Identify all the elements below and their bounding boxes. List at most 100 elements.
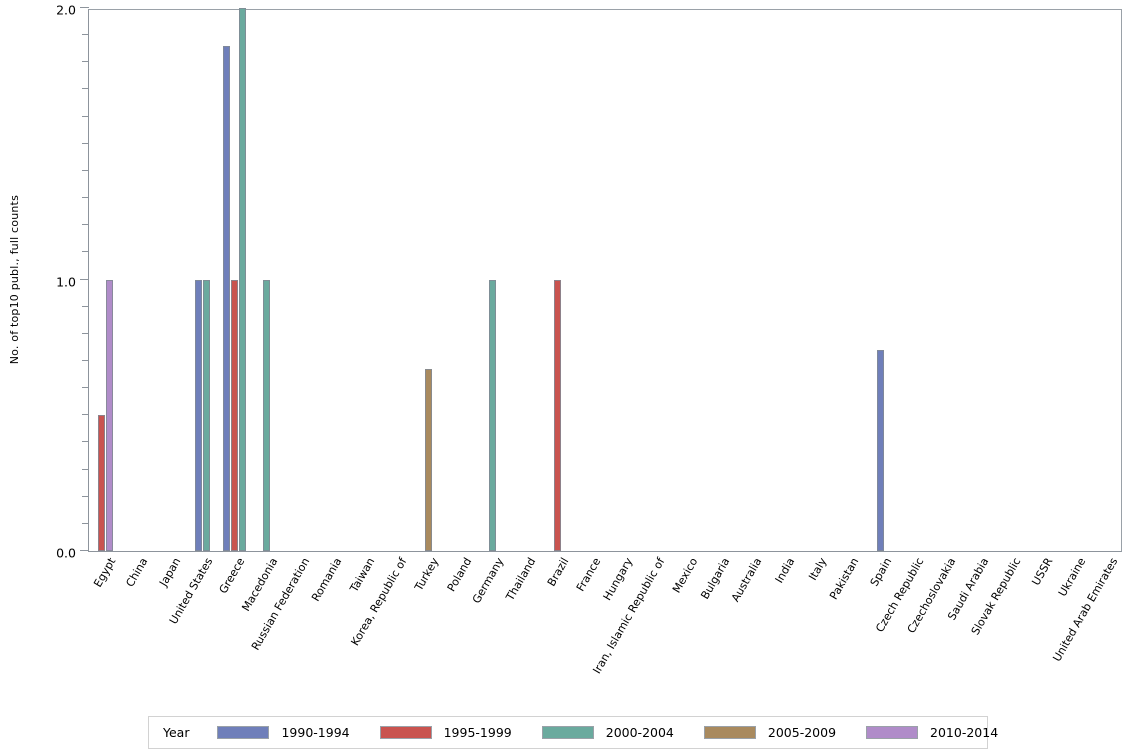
y-axis-tick-label: 1.0 (56, 274, 76, 289)
x-axis-tick-label: Thailand (503, 555, 539, 603)
y-axis-minor-tick (82, 224, 89, 226)
y-axis-minor-tick (82, 88, 89, 90)
bar[interactable] (222, 46, 230, 551)
x-axis-tick-label: Taiwan (347, 555, 378, 595)
y-axis-title-text: No. of top10 publ., full counts (7, 195, 21, 365)
x-axis-tick-label: Australia (729, 555, 765, 605)
legend: Year 1990-1994 1995-1999 2000-2004 2005-200… (148, 716, 998, 749)
bar-group (541, 10, 573, 551)
bar-group (509, 10, 541, 551)
legend-color-swatch (703, 726, 756, 739)
x-axis-tick-label: Pakistan (827, 555, 862, 602)
bar-group (703, 10, 735, 551)
legend-color-swatch (217, 726, 270, 739)
y-axis-minor-tick (82, 197, 89, 199)
x-axis-tick-label: France (573, 555, 604, 594)
bar-group (638, 10, 670, 551)
y-axis-minor-tick (82, 468, 89, 470)
y-axis-minor-tick (82, 441, 89, 443)
y-axis-minor-tick (82, 359, 89, 361)
x-axis-tick-label: China (123, 555, 151, 590)
x-axis-tick-label: India (772, 555, 798, 586)
x-axis-tick-label: Greece (216, 555, 248, 596)
bar-group (1058, 10, 1090, 551)
y-axis-tick-label: 0.0 (56, 545, 76, 561)
legend-color-swatch (866, 726, 919, 739)
bar-group (283, 10, 315, 551)
y-axis-title: No. of top10 publ., full counts (0, 0, 28, 560)
y-axis-minor-tick (82, 414, 89, 416)
legend-items: 1990-1994 1995-1999 2000-2004 2005-2009 2010… (217, 725, 1028, 740)
bar[interactable] (202, 279, 210, 551)
bar-group (671, 10, 703, 551)
legend-item[interactable]: 1995-1999 (379, 725, 512, 740)
y-axis-minor-tick (82, 169, 89, 171)
legend-item[interactable]: 2000-2004 (541, 725, 674, 740)
bar[interactable] (489, 279, 497, 551)
bar-group (444, 10, 476, 551)
bar[interactable] (554, 279, 562, 551)
legend-color-swatch (541, 726, 594, 739)
bar[interactable] (238, 8, 246, 551)
bar[interactable] (263, 279, 271, 551)
bar-group (218, 8, 250, 551)
bar-group (961, 10, 993, 551)
x-axis-tick-label: Brazil (544, 555, 571, 589)
y-axis-minor-tick (82, 387, 89, 389)
legend-label: 2000-2004 (605, 725, 674, 740)
legend-title: Year (163, 725, 190, 740)
x-axis-tick-label: Iran, Islamic Republic of (590, 555, 668, 677)
bar-group (897, 10, 929, 551)
x-axis-tick-label: Bulgaria (698, 555, 733, 602)
bar-group (380, 10, 412, 551)
x-axis-tick-label: Germany (469, 555, 507, 606)
bar-group (477, 10, 509, 551)
bar[interactable] (194, 279, 202, 551)
bar-group (1026, 10, 1058, 551)
y-axis-minor-tick (82, 61, 89, 63)
legend-label: 1995-1999 (443, 725, 512, 740)
x-axis-tick-label: USSR (1029, 555, 1056, 588)
x-axis-tick-label: Spain (867, 555, 895, 589)
bar-group (800, 10, 832, 551)
y-axis-minor-tick (82, 495, 89, 497)
y-axis-major-tick (80, 7, 89, 8)
y-axis-tick-label: 2.0 (56, 2, 76, 18)
bar[interactable] (97, 415, 105, 551)
bar-group (1091, 10, 1123, 551)
bar-group (251, 10, 283, 551)
x-axis-tick-label: Italy (806, 555, 830, 583)
x-axis-tick-label: Romania (309, 555, 345, 604)
bar-group (994, 10, 1026, 551)
x-axis-tick-label: United Arab Emirates (1050, 555, 1121, 664)
legend-item[interactable]: 1990-1994 (217, 725, 350, 740)
bar-group (735, 10, 767, 551)
bar[interactable] (105, 279, 113, 551)
x-axis-tick-labels: Egypt China Japan United States Greece Macedo… (88, 556, 1122, 706)
y-axis-minor-tick (82, 332, 89, 334)
bar-group (186, 10, 218, 551)
bar-group (606, 10, 638, 551)
bar[interactable] (230, 279, 238, 551)
bar[interactable] (877, 350, 885, 551)
bar[interactable] (424, 369, 432, 551)
y-axis-major-tick (80, 278, 89, 280)
bar-group (89, 10, 121, 551)
bar-group (412, 10, 444, 551)
bar-group (929, 10, 961, 551)
legend-item[interactable]: 2005-2009 (703, 725, 836, 740)
x-axis-tick-label: Turkey (412, 555, 442, 594)
bar-group (865, 10, 897, 551)
y-axis-minor-tick (82, 522, 89, 524)
bar-group (315, 10, 347, 551)
y-axis-minor-tick (82, 34, 89, 36)
y-axis-minor-tick (82, 142, 89, 144)
bar-group (154, 10, 186, 551)
x-axis-tick-label: Mexico (669, 555, 701, 596)
legend-color-swatch (379, 726, 432, 739)
bar-group (348, 10, 380, 551)
legend-label: 2010-2014 (930, 725, 999, 740)
legend-item[interactable]: 2010-2014 (866, 725, 998, 740)
plot-area: 0.0 1.0 2.0 (56, 3, 1123, 561)
legend-label: 1990-1994 (281, 725, 350, 740)
